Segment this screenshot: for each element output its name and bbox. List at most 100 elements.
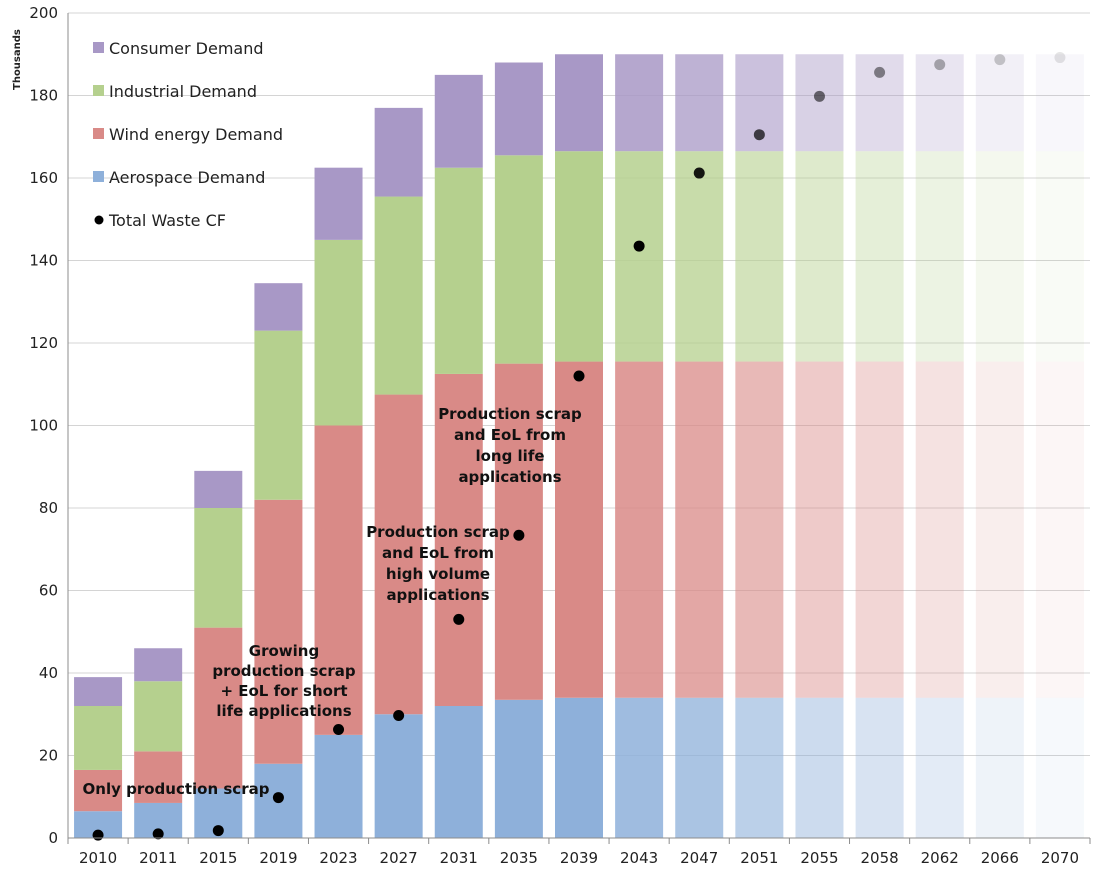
waste-point (513, 529, 525, 541)
x-tick-label: 2019 (259, 849, 297, 867)
x-tick-label: 2010 (79, 849, 117, 867)
waste-point (92, 829, 104, 841)
y-tick-label: 20 (39, 747, 58, 765)
x-tick-label: 2047 (680, 849, 718, 867)
bar-segment (915, 361, 964, 698)
x-tick-label: 2027 (380, 849, 418, 867)
y-tick-label: 160 (29, 169, 58, 187)
annotation-line: applications (386, 586, 489, 604)
x-tick-label: 2011 (139, 849, 177, 867)
y-tick-label: 80 (39, 499, 58, 517)
x-tick-label: 2031 (440, 849, 478, 867)
bar-segment (134, 681, 183, 752)
y-unit-label: Thousands (12, 29, 23, 90)
bar-segment (735, 151, 784, 362)
waste-point (994, 54, 1006, 66)
bar-segment (434, 706, 483, 838)
bar-segment (314, 167, 363, 240)
bar-segment (254, 283, 303, 331)
annotation-line: Production scrap (438, 405, 582, 423)
bar-segment (795, 151, 844, 362)
bar-segment (1035, 361, 1084, 698)
bar-segment (735, 697, 784, 838)
x-tick-label: 2043 (620, 849, 658, 867)
bar-segment (374, 196, 423, 395)
bar-segment (434, 74, 483, 168)
bar-segment (855, 54, 904, 152)
x-tick-label: 2070 (1041, 849, 1079, 867)
bar-segment (494, 699, 543, 838)
y-tick-label: 140 (29, 252, 58, 270)
bar-segment (434, 167, 483, 374)
waste-point (272, 792, 284, 804)
x-tick-label: 2062 (921, 849, 959, 867)
bar-segment (795, 54, 844, 152)
annotation-line: Only production scrap (83, 780, 270, 798)
legend-marker-dot (94, 215, 104, 225)
x-tick-label: 2015 (199, 849, 237, 867)
annotation-text: Production scrap and EoL from long life app… (438, 405, 582, 486)
bar-segment (194, 508, 243, 628)
annotation-line: + EoL for short (220, 682, 347, 700)
legend-swatch (93, 85, 104, 96)
bar-segment (254, 499, 303, 764)
waste-point (152, 828, 164, 840)
annotation-line: long life (475, 447, 544, 465)
waste-point (633, 240, 645, 252)
bar-segment (555, 697, 603, 838)
waste-point (573, 370, 585, 382)
bar-segment (74, 677, 123, 706)
bar-segment (675, 697, 724, 838)
bar-segment (675, 151, 724, 362)
bar-segment (795, 361, 844, 698)
x-tick-label: 2058 (860, 849, 898, 867)
bar-segment (1035, 151, 1084, 362)
bar-segment (314, 239, 363, 426)
bar-segment (494, 155, 543, 364)
annotation-text: Only production scrap (83, 780, 270, 798)
x-tick-label: 2023 (319, 849, 357, 867)
bar-segment (615, 54, 664, 152)
annotation-line: applications (458, 468, 561, 486)
annotation-line: and EoL from (454, 426, 566, 444)
bar-segment (915, 697, 964, 838)
waste-point (753, 129, 765, 141)
bar-segment (795, 697, 844, 838)
bar-segment (434, 373, 483, 706)
waste-point (813, 90, 825, 102)
x-tick-label: 2066 (981, 849, 1019, 867)
x-tick-label: 2055 (800, 849, 838, 867)
y-tick-label: 120 (29, 334, 58, 352)
bar-segment (735, 361, 784, 698)
bar-segment (1035, 697, 1084, 838)
legend-label: Industrial Demand (109, 82, 257, 101)
legend-label: Consumer Demand (109, 39, 264, 58)
bar-segment (1035, 54, 1084, 152)
legend-swatch (93, 171, 104, 182)
bar-segment (254, 330, 303, 500)
annotation-line: production scrap (212, 662, 356, 680)
annotation-line: life applications (216, 702, 351, 720)
bar-segment (374, 107, 423, 197)
waste-point (1054, 52, 1066, 64)
y-tick-label: 100 (29, 417, 58, 435)
annotation-line: high volume (386, 565, 490, 583)
bar-segment (194, 470, 243, 508)
waste-point (333, 724, 345, 736)
legend-swatch (93, 42, 104, 53)
bar-segment (915, 54, 964, 152)
x-tick-label: 2039 (560, 849, 598, 867)
waste-point (393, 709, 405, 721)
bar-segment (915, 151, 964, 362)
bar-segment (494, 62, 543, 156)
waste-point (874, 66, 886, 78)
bar-segment (134, 648, 183, 682)
y-tick-label: 40 (39, 664, 58, 682)
annotation-text: Production scrap and EoL from high volume a… (366, 523, 510, 604)
waste-point (693, 167, 705, 179)
annotation-line: and EoL from (382, 544, 494, 562)
x-tick-label: 2051 (740, 849, 778, 867)
bar-segment (615, 361, 664, 698)
y-tick-label: 60 (39, 582, 58, 600)
